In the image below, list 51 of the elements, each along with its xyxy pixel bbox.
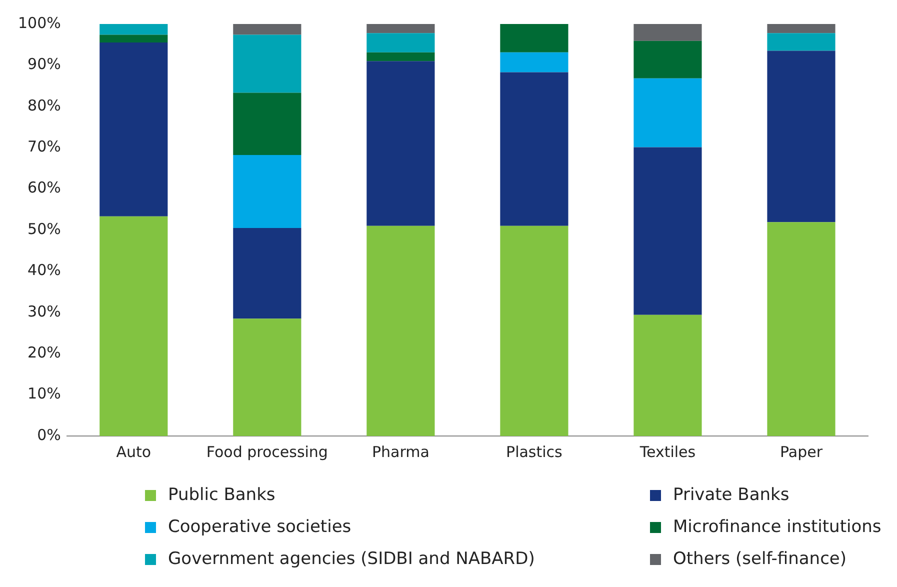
y-tick-label: 90% [28,55,61,74]
bar [233,24,302,35]
x-tick-label: Textiles [638,442,696,461]
bar [500,24,568,52]
x-tick-label: Pharma [372,442,430,461]
x-tick-label: Paper [780,442,824,461]
bar [767,33,836,51]
bar [100,34,168,43]
bar [233,92,302,156]
bar [100,24,168,35]
bar [100,42,168,216]
y-tick-label: 10% [28,384,61,403]
y-tick-label: 0% [37,426,61,444]
legend-label: Microfinance institutions [673,516,882,538]
bar [233,155,302,228]
y-tick-label: 50% [28,220,61,238]
bar [233,34,302,93]
x-tick-label: Plastics [506,442,563,461]
legend-label: Others (self-finance) [673,548,847,570]
y-tick-label: 70% [28,137,61,156]
bar [500,52,568,72]
bar [366,33,435,52]
bar [366,61,435,226]
bar [233,318,302,436]
bar [634,40,702,78]
bar [500,226,568,436]
bar [366,226,435,436]
y-tick-label: 30% [28,302,61,320]
bar [500,72,568,226]
y-tick-label: 60% [28,178,61,197]
bar [767,24,836,34]
bar [366,52,435,62]
bar [634,78,702,148]
legend-label: Public Banks [168,484,276,506]
y-tick-label: 80% [28,96,61,114]
bar [634,147,702,315]
legend-label: Private Banks [673,484,790,506]
bar [233,228,302,319]
bar [634,24,702,41]
legend-label: Government agencies (SIDBI and NABARD) [168,548,535,570]
x-tick-label: Food processing [206,442,328,461]
y-tick-label: 20% [28,343,61,362]
bar [634,314,702,436]
y-tick-label: 100% [18,14,61,32]
bar [366,24,435,34]
x-tick-label: Auto [116,442,152,461]
y-tick-label: 40% [28,261,61,280]
bar [767,50,836,222]
bar [767,222,836,436]
bar [100,216,168,436]
legend-label: Cooperative societies [168,516,352,538]
